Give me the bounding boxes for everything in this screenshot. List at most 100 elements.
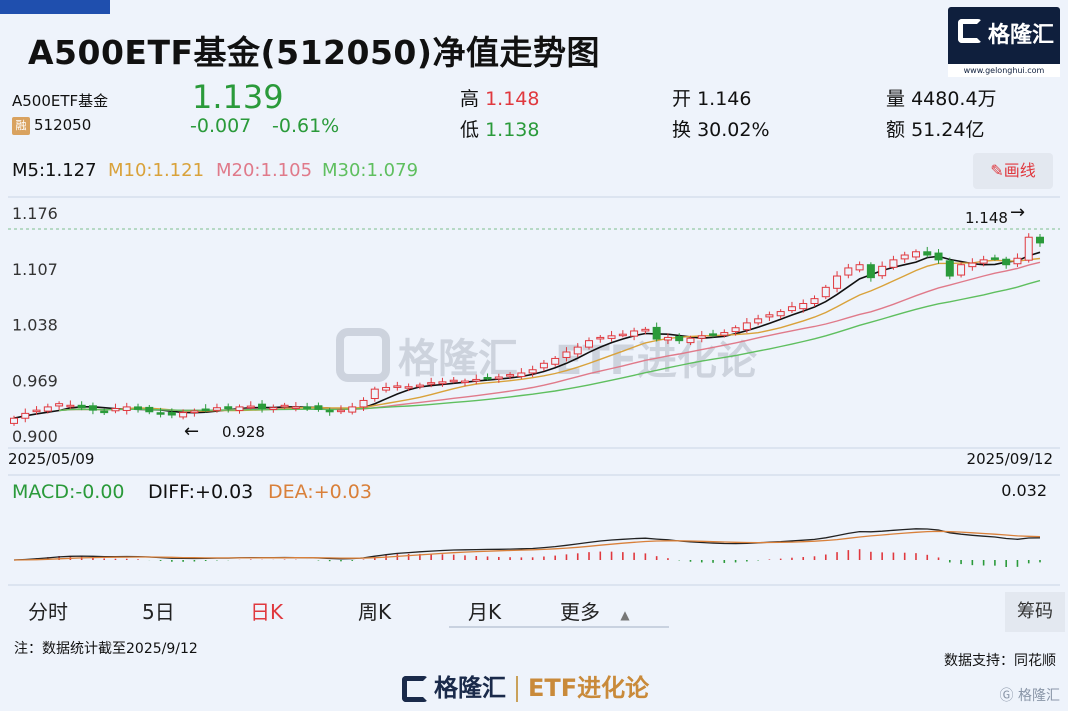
high-row: 高 1.148	[460, 84, 539, 111]
min-arrow-icon: ←	[184, 421, 199, 442]
candlestick-chart[interactable]: 格隆汇 ETF进化论 1.176 1.107 1.038 0.969 0.900 1.1…	[0, 0, 1068, 590]
candle-body	[190, 410, 199, 414]
candle-body	[224, 406, 233, 410]
chips-button[interactable]: 筹码	[1005, 592, 1065, 632]
candle-body	[585, 340, 594, 348]
candle-body	[900, 254, 909, 260]
current-price: 1.139	[192, 78, 284, 116]
max-arrow-icon: →	[1010, 202, 1025, 223]
bottom-g-icon	[402, 676, 428, 702]
candle-body	[449, 379, 458, 383]
y-tick-label: 0.969	[12, 371, 58, 390]
candle-body	[201, 408, 210, 412]
bottom-logo: 格隆汇 ETF进化论	[402, 668, 649, 704]
tab-daily-k[interactable]: 日K	[250, 600, 284, 624]
turnover-value: 30.02%	[697, 119, 770, 141]
volume-label: 量	[886, 88, 906, 110]
candle-body	[291, 406, 300, 409]
tab-weekly-k[interactable]: 周K	[358, 600, 392, 624]
y-tick-label: 1.176	[12, 204, 58, 223]
y-tick-label: 0.900	[12, 427, 58, 446]
candle-body	[855, 264, 864, 271]
candle-body	[10, 417, 18, 424]
max-annotation: 1.148	[965, 209, 1008, 227]
candle-body	[799, 302, 808, 310]
page-title: A500ETF基金(512050)净值走势图	[28, 33, 600, 72]
data-source: 数据支持：同花顺	[944, 653, 1056, 669]
candle-body	[833, 275, 842, 289]
candle-body	[731, 327, 740, 333]
candle-body	[968, 262, 977, 268]
tab-5day[interactable]: 5日	[142, 600, 175, 624]
bottom-logo-tag: ETF进化论	[528, 674, 650, 702]
candle-body	[1013, 257, 1022, 265]
diff-line	[13, 528, 1041, 561]
ma-lines	[13, 251, 1041, 419]
margin-badge: 融	[12, 116, 30, 135]
candle-body	[517, 372, 526, 378]
caret-up-icon: ▲	[620, 608, 630, 622]
bottom-logo-name: 格隆汇	[434, 674, 506, 702]
candle-body	[990, 257, 999, 260]
volume-row: 量 4480.4万	[886, 84, 997, 111]
candle-body	[1002, 258, 1011, 266]
y-tick-label: 1.107	[12, 260, 58, 279]
open-label: 开	[672, 88, 692, 110]
candle-body	[269, 407, 278, 410]
price-change: -0.007	[190, 115, 252, 137]
chart-watermark: 格隆汇 ETF进化论	[336, 328, 758, 384]
brand-logo: 格隆汇 www.gelonghui.com	[948, 7, 1060, 77]
candle-body	[686, 337, 695, 344]
candle-body	[663, 336, 672, 341]
watermark-g-icon	[336, 328, 390, 382]
candle-body	[810, 298, 819, 304]
logo-name: 格隆汇	[988, 23, 1055, 48]
candle-body	[551, 357, 560, 365]
candle-body	[607, 335, 616, 339]
candle-body	[709, 333, 718, 336]
candle-body	[145, 406, 154, 413]
footnote: 注：数据统计截至2025/9/12	[14, 641, 198, 657]
candles	[10, 233, 1044, 426]
candle-body	[911, 251, 920, 258]
candle-body	[246, 405, 255, 409]
y-tick-label: 1.038	[12, 316, 58, 335]
x-start-label: 2025/05/09	[8, 450, 94, 468]
dea-label: DEA:+0.03	[268, 481, 372, 503]
macd-label: MACD:-0.00	[12, 481, 125, 503]
candle-body	[979, 259, 988, 264]
candle-body	[787, 306, 796, 312]
candle-body	[156, 412, 165, 415]
ma20-line	[59, 261, 1041, 412]
candle-body	[652, 326, 661, 340]
candle-body	[415, 384, 424, 388]
tab-intraday[interactable]: 分时	[28, 600, 68, 624]
candle-body	[122, 406, 131, 411]
candle-body	[844, 267, 853, 276]
open-value: 1.146	[697, 88, 752, 110]
turnover-label: 换	[672, 119, 692, 141]
ma10-legend: M10:1.121	[108, 160, 205, 181]
tab-more[interactable]: 更多 ▲	[560, 596, 630, 625]
draw-line-label: 画线	[1003, 161, 1036, 180]
candle-body	[134, 406, 143, 410]
candle-body	[280, 404, 289, 408]
pencil-icon: ✎	[990, 161, 1004, 180]
candle-body	[754, 318, 763, 324]
candle-body	[765, 314, 774, 318]
corner-watermark: Ⓖ 格隆汇	[1000, 685, 1060, 705]
candle-body	[404, 386, 413, 389]
candle-body	[167, 411, 176, 416]
tab-monthly-k[interactable]: 月K	[468, 600, 502, 624]
candle-body	[258, 403, 267, 410]
candle-body	[393, 385, 402, 388]
candle-body	[675, 335, 684, 342]
min-annotation: 0.928	[222, 423, 265, 441]
candle-body	[460, 380, 469, 384]
draw-line-button[interactable]: ✎画线	[973, 153, 1053, 189]
x-end-label: 2025/09/12	[967, 450, 1053, 468]
candle-body	[32, 409, 41, 413]
candle-body	[889, 259, 898, 268]
price-change-pct: -0.61%	[272, 115, 340, 137]
amount-row: 额 51.24亿	[886, 115, 984, 142]
